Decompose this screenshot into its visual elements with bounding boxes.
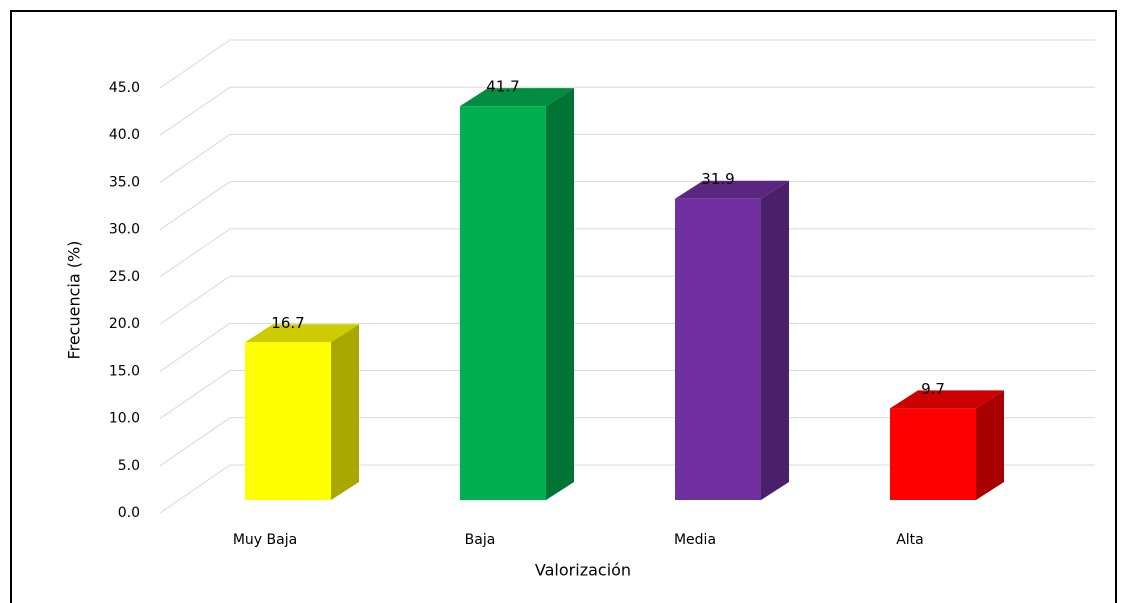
chart-border [10, 10, 1117, 603]
grid-line [159, 417, 1095, 467]
grid-line [159, 322, 1095, 372]
x-axis-label: Valorización [535, 561, 631, 580]
bar [245, 342, 331, 500]
y-tick-label: 45.0 [109, 80, 140, 96]
data-label: 9.7 [921, 380, 945, 398]
grid-line [159, 181, 1095, 231]
x-tick-label: Baja [465, 532, 496, 548]
bar-top [460, 88, 574, 107]
grid-line [159, 133, 1095, 183]
y-tick-label: 25.0 [109, 269, 140, 285]
data-label: 41.7 [486, 78, 519, 96]
x-tick-label: Muy Baja [233, 532, 297, 548]
x-tick-label: Media [674, 532, 716, 548]
y-tick-label: 10.0 [109, 411, 140, 427]
grid-line [159, 39, 1095, 89]
y-tick-label: 0.0 [118, 505, 140, 521]
y-tick-label: 30.0 [109, 222, 140, 238]
y-tick-label: 20.0 [109, 316, 140, 332]
bar-top [245, 324, 359, 343]
grid-line [159, 228, 1095, 278]
data-label: 16.7 [271, 314, 304, 332]
bar-side [976, 390, 1004, 500]
data-label: 31.9 [701, 170, 734, 188]
grid-line [159, 86, 1095, 136]
y-tick-label: 40.0 [109, 127, 140, 143]
grid-line [159, 275, 1095, 325]
bar-top [675, 180, 789, 199]
bar-side [761, 180, 789, 500]
bar [460, 106, 546, 501]
y-tick-label: 5.0 [118, 458, 140, 474]
bar-side [546, 88, 574, 501]
y-tick-label: 15.0 [109, 363, 140, 379]
grid-line [159, 464, 1095, 514]
grid-line [159, 370, 1095, 419]
y-axis-label: Frecuencia (%) [65, 241, 84, 360]
bar [890, 408, 976, 500]
bar-top [890, 390, 1004, 409]
y-tick-label: 35.0 [109, 174, 140, 190]
bar [675, 198, 761, 500]
x-tick-label: Alta [896, 532, 924, 548]
bar-side [331, 324, 359, 500]
